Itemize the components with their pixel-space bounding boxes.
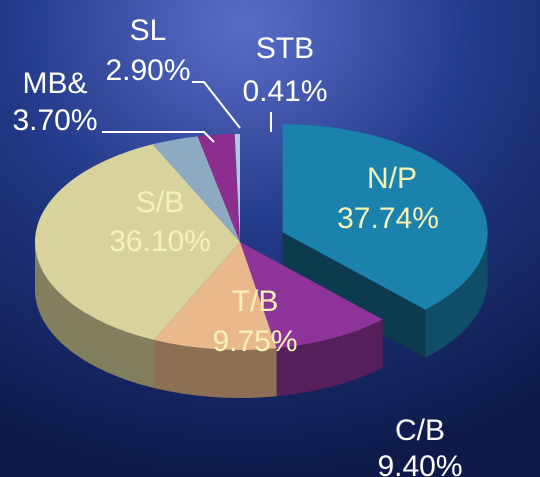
slice-value-label: 9.75% [212, 325, 297, 358]
slice-side [425, 232, 488, 358]
leader-line [102, 131, 215, 143]
slice-side [35, 242, 154, 389]
slice-label: T/B [232, 285, 279, 318]
slice-value-label: 3.70% [12, 104, 97, 137]
labels: N/P 37.74% C/B 9.40% T/B 9.75% S/B 36.10% MB&3.7… [12, 14, 462, 477]
slice-value-label: 36.10% [109, 225, 211, 258]
slice-side [276, 319, 383, 397]
slice-label: C/B [395, 414, 445, 447]
slice [234, 134, 240, 242]
slice [152, 136, 240, 242]
slice [240, 242, 383, 349]
slice-value-label: 2.90% [105, 54, 190, 87]
pie [34, 124, 488, 399]
slice [154, 242, 277, 351]
slice-value-label: 37.74% [337, 202, 439, 235]
slice-side [154, 340, 277, 399]
slice-value-label: 0.41% [242, 75, 327, 108]
slice-label: N/P [367, 162, 417, 195]
slice-value-label: 9.40% [377, 450, 462, 477]
slice-label: SL [130, 14, 167, 47]
slice-label: STB [256, 32, 314, 65]
slice-label: S/B [136, 186, 184, 219]
leader-line [192, 81, 241, 129]
leader-lines [102, 81, 272, 143]
slice [282, 124, 488, 310]
slice [197, 134, 240, 242]
slice-cut-face [282, 232, 426, 358]
slice-label: MB& [22, 67, 87, 100]
slice [34, 144, 241, 341]
